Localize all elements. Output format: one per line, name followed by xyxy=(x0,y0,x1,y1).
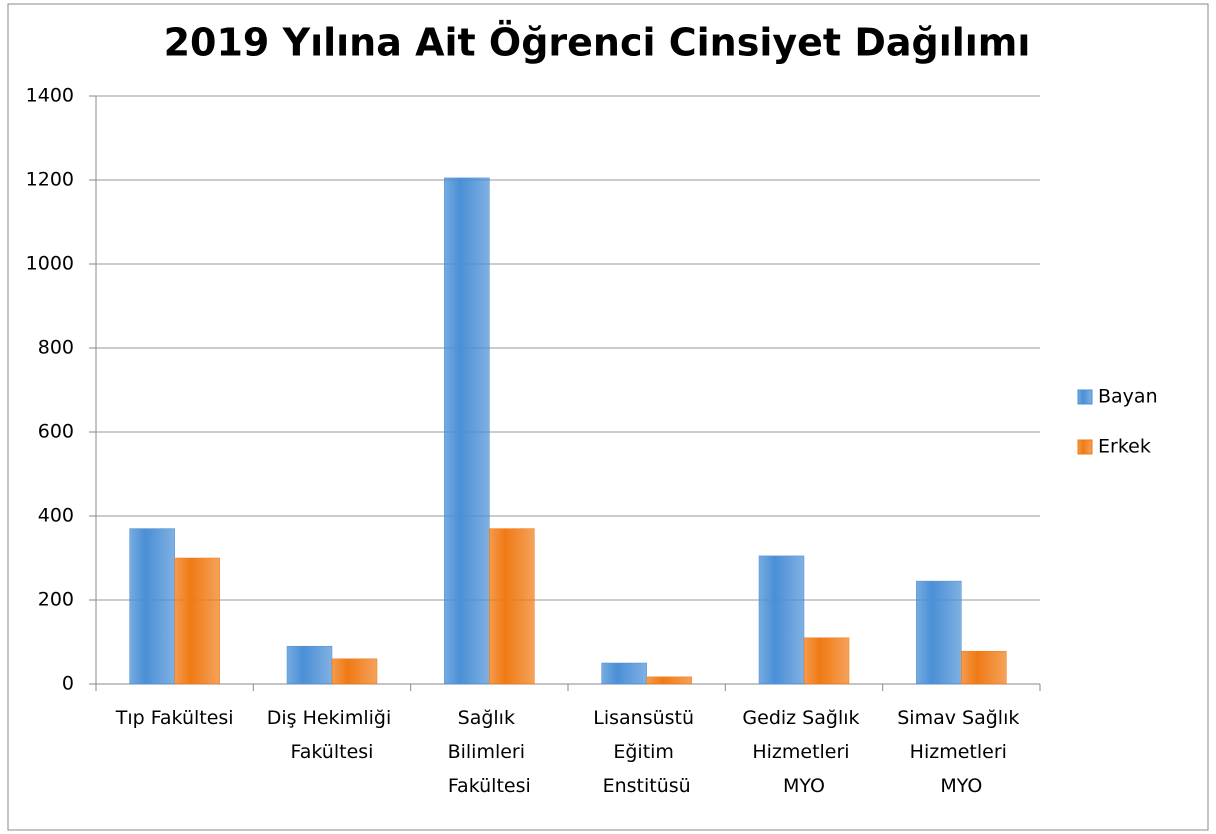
x-tick-label: Sağlık Bilimleri Fakültesi xyxy=(448,707,531,797)
y-tick-label: 1000 xyxy=(26,253,74,275)
chart-title: 2019 Yılına Ait Öğrenci Cinsiyet Dağılım… xyxy=(164,21,1031,65)
x-tick-label: Lisansüstü Eğitim Enstitüsü xyxy=(593,707,700,797)
bar xyxy=(331,658,378,685)
bar xyxy=(129,528,175,685)
bar xyxy=(286,645,333,685)
x-tick-label: Tıp Fakültesi xyxy=(115,707,234,729)
x-tick-label: Diş Hekimliği Fakültesi xyxy=(267,707,398,763)
legend-label: Erkek xyxy=(1098,436,1151,458)
y-tick-label: 600 xyxy=(38,421,74,443)
x-tick-label: Simav Sağlık Hizmetleri MYO xyxy=(897,707,1025,797)
bar xyxy=(961,650,1007,685)
bar xyxy=(489,528,535,685)
bar xyxy=(758,555,805,685)
bar xyxy=(174,557,220,685)
chart-frame xyxy=(7,3,1209,831)
y-tick-label: 0 xyxy=(62,673,74,695)
bar xyxy=(916,580,962,685)
legend-swatch xyxy=(1077,389,1093,405)
y-tick-label: 1400 xyxy=(26,85,74,107)
bar xyxy=(601,662,647,685)
x-tick-label: Gediz Sağlık Hizmetleri MYO xyxy=(742,707,865,797)
y-tick-label: 400 xyxy=(38,505,74,527)
legend-swatch xyxy=(1077,439,1093,455)
bar xyxy=(646,676,692,685)
legend-label: Bayan xyxy=(1098,386,1158,408)
y-tick-label: 200 xyxy=(38,589,74,611)
bar xyxy=(803,637,850,685)
y-tick-label: 800 xyxy=(38,337,74,359)
y-tick-label: 1200 xyxy=(26,169,74,191)
bar xyxy=(444,177,490,685)
